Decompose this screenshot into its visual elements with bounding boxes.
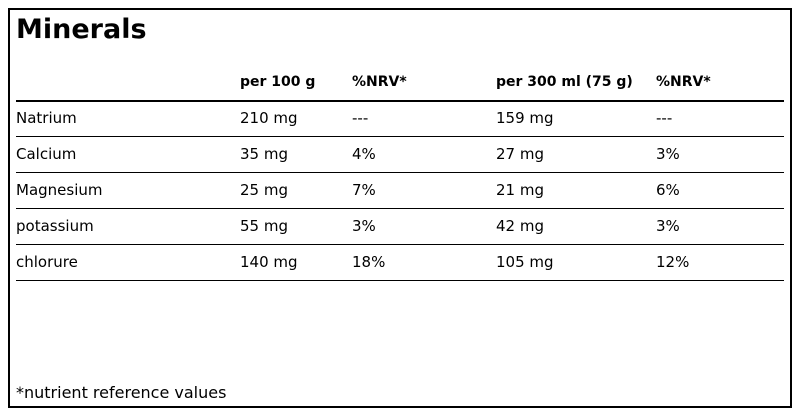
cell: --- [656,109,673,127]
cell: 12% [656,253,690,271]
cell: Natrium [16,109,77,127]
cell: 25 mg [240,181,288,199]
cell: 159 mg [496,109,554,127]
cell: 210 mg [240,109,298,127]
table-row: Magnesium 25 mg 7% 21 mg 6% [16,173,784,209]
cell: 3% [656,217,680,235]
cell: per 100 g [240,74,316,90]
header-row: per 100 g %NRV* per 300 ml (75 g) %NRV* [16,65,784,102]
cell: chlorure [16,253,78,271]
cell: 105 mg [496,253,554,271]
cell: --- [352,109,369,127]
table-row: Calcium 35 mg 4% 27 mg 3% [16,137,784,173]
table-row: potassium 55 mg 3% 42 mg 3% [16,209,784,245]
frame [8,8,792,408]
cell: 21 mg [496,181,544,199]
title: Minerals [16,14,147,45]
cell: 18% [352,253,386,271]
cell: 6% [656,181,680,199]
cell: 55 mg [240,217,288,235]
cell: per 300 ml (75 g) [496,74,633,90]
cell: 3% [352,217,376,235]
cell: Magnesium [16,181,103,199]
cell: 140 mg [240,253,298,271]
table-row: Natrium 210 mg --- 159 mg --- [16,101,784,137]
cell: %NRV* [352,74,407,90]
cell: %NRV* [656,74,711,90]
cell: 35 mg [240,145,288,163]
cell: 42 mg [496,217,544,235]
cell: 4% [352,145,376,163]
cell: 7% [352,181,376,199]
cell: 27 mg [496,145,544,163]
cell: Calcium [16,145,77,163]
table-row: chlorure 140 mg 18% 105 mg 12% [16,245,784,281]
cell: 3% [656,145,680,163]
cell: potassium [16,217,94,235]
footnote: *nutrient reference values [16,383,227,402]
